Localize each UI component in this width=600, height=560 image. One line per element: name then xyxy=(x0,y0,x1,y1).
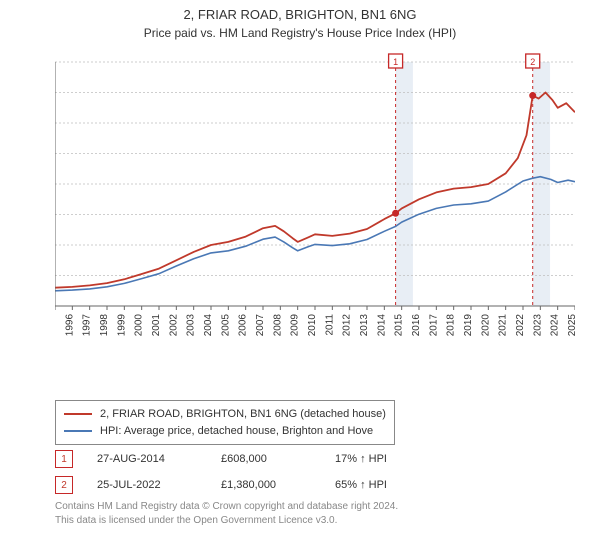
svg-text:2012: 2012 xyxy=(342,314,353,337)
transaction-marker: 1 xyxy=(55,450,73,468)
svg-text:2017: 2017 xyxy=(428,314,439,337)
svg-text:2022: 2022 xyxy=(515,314,526,337)
svg-text:2019: 2019 xyxy=(463,314,474,337)
chart-title: 2, FRIAR ROAD, BRIGHTON, BN1 6NG xyxy=(0,0,600,24)
svg-text:2009: 2009 xyxy=(290,314,301,337)
footnote-line: Contains HM Land Registry data © Crown c… xyxy=(55,500,398,514)
transaction-date: 27-AUG-2014 xyxy=(97,453,197,465)
svg-text:2024: 2024 xyxy=(550,314,561,337)
svg-text:1996: 1996 xyxy=(64,314,75,337)
svg-text:2004: 2004 xyxy=(203,314,214,337)
transaction-price: £608,000 xyxy=(221,453,311,465)
svg-text:2013: 2013 xyxy=(359,314,370,337)
transaction-hpi: 65% ↑ HPI xyxy=(335,479,435,491)
chart-subtitle: Price paid vs. HM Land Registry's House … xyxy=(0,24,600,40)
legend-swatch xyxy=(64,413,92,415)
svg-text:2006: 2006 xyxy=(238,314,249,337)
svg-text:1999: 1999 xyxy=(116,314,127,337)
svg-text:2021: 2021 xyxy=(498,314,509,337)
transaction-table: 1 27-AUG-2014 £608,000 17% ↑ HPI 2 25-JU… xyxy=(55,446,435,498)
transaction-marker: 2 xyxy=(55,476,73,494)
svg-text:2008: 2008 xyxy=(272,314,283,337)
transaction-row: 2 25-JUL-2022 £1,380,000 65% ↑ HPI xyxy=(55,472,435,498)
svg-text:1995: 1995 xyxy=(55,314,58,337)
footnote-line: This data is licensed under the Open Gov… xyxy=(55,514,398,528)
svg-text:2002: 2002 xyxy=(168,314,179,337)
svg-text:2007: 2007 xyxy=(255,314,266,337)
svg-text:1998: 1998 xyxy=(99,314,110,337)
chart-svg: £0£200K£400K£600K£800K£1M£1.2M£1.4M£1.6M… xyxy=(55,52,575,352)
svg-text:2023: 2023 xyxy=(532,314,543,337)
svg-text:2018: 2018 xyxy=(446,314,457,337)
transaction-row: 1 27-AUG-2014 £608,000 17% ↑ HPI xyxy=(55,446,435,472)
legend-label: 2, FRIAR ROAD, BRIGHTON, BN1 6NG (detach… xyxy=(100,406,386,423)
legend-swatch xyxy=(64,430,92,432)
svg-text:2: 2 xyxy=(530,57,535,67)
svg-text:2020: 2020 xyxy=(480,314,491,337)
svg-text:1997: 1997 xyxy=(82,314,93,337)
transaction-price: £1,380,000 xyxy=(221,479,311,491)
legend-item-property: 2, FRIAR ROAD, BRIGHTON, BN1 6NG (detach… xyxy=(64,406,386,423)
transaction-hpi: 17% ↑ HPI xyxy=(335,453,435,465)
legend-item-hpi: HPI: Average price, detached house, Brig… xyxy=(64,423,386,440)
svg-text:1: 1 xyxy=(393,57,398,67)
svg-text:2016: 2016 xyxy=(411,314,422,337)
svg-text:2011: 2011 xyxy=(324,314,335,336)
chart-area: £0£200K£400K£600K£800K£1M£1.2M£1.4M£1.6M… xyxy=(55,52,575,352)
svg-text:2005: 2005 xyxy=(220,314,231,337)
footnote: Contains HM Land Registry data © Crown c… xyxy=(55,500,398,527)
svg-text:2025: 2025 xyxy=(567,314,575,337)
svg-text:2014: 2014 xyxy=(376,314,387,337)
transaction-date: 25-JUL-2022 xyxy=(97,479,197,491)
svg-text:2015: 2015 xyxy=(394,314,405,337)
svg-text:2003: 2003 xyxy=(186,314,197,337)
svg-text:2010: 2010 xyxy=(307,314,318,337)
legend: 2, FRIAR ROAD, BRIGHTON, BN1 6NG (detach… xyxy=(55,400,395,445)
svg-text:2001: 2001 xyxy=(151,314,162,337)
svg-text:2000: 2000 xyxy=(134,314,145,337)
legend-label: HPI: Average price, detached house, Brig… xyxy=(100,423,373,440)
